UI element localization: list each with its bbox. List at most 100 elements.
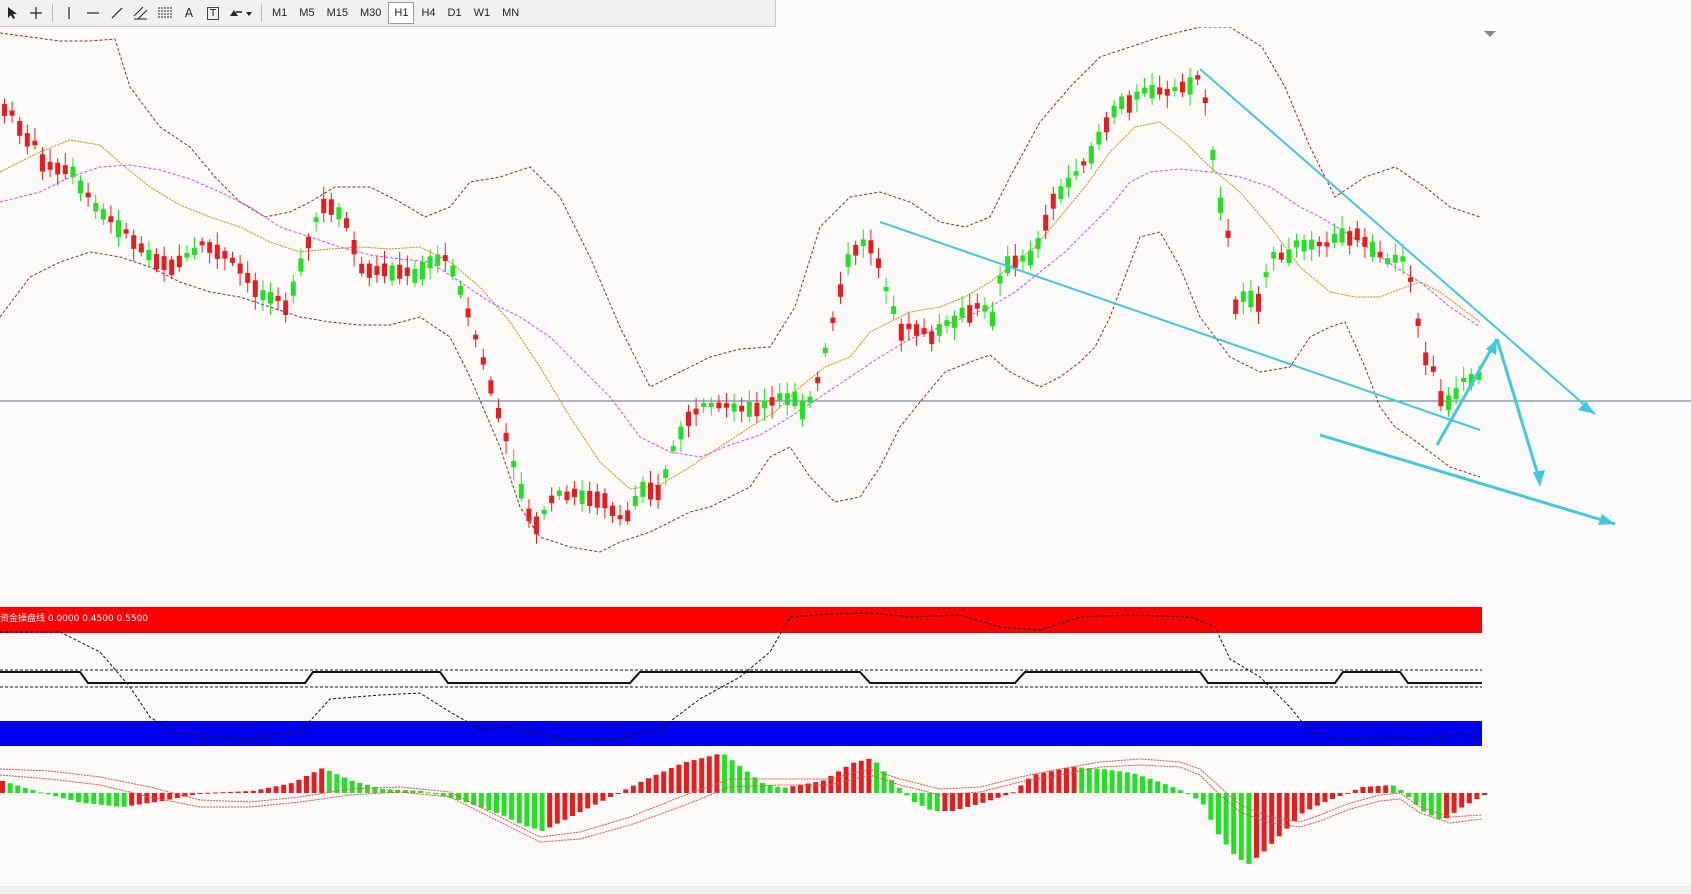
macd-bar (532, 793, 537, 829)
oscillator-red-band (0, 607, 1482, 633)
timeframe-mn[interactable]: MN (502, 7, 520, 19)
candle-body (131, 235, 137, 249)
candle-body (1066, 177, 1071, 188)
macd-bar (1216, 793, 1221, 835)
timeframe-h1[interactable]: H1 (388, 2, 415, 24)
macd-signal-line-b (0, 764, 1483, 843)
candle-body (838, 284, 843, 297)
candle-body (663, 469, 669, 479)
candle-body (1271, 251, 1277, 259)
timeframe-h4[interactable]: H4 (421, 7, 436, 19)
macd-bar (554, 793, 560, 824)
candle-body (724, 403, 729, 408)
macd-bar (1117, 771, 1123, 793)
cursor-arrow-icon[interactable] (1, 2, 23, 24)
fibonacci-retracement-icon[interactable] (154, 2, 176, 24)
candle-body (199, 241, 205, 246)
candle-body (1461, 377, 1467, 383)
macd-bar (661, 771, 667, 793)
moving-average-slow (0, 164, 1481, 458)
candle-body (678, 426, 684, 440)
timeframe-m5[interactable]: M5 (299, 7, 315, 19)
macd-bar (600, 793, 606, 801)
upper-trend-line[interactable] (1199, 68, 1596, 415)
macd-bar (380, 789, 385, 793)
bounce-arrow-line[interactable] (1435, 338, 1499, 446)
crosshair-icon[interactable] (25, 2, 47, 24)
timeframe-d1[interactable]: D1 (447, 7, 462, 19)
macd-bar (1269, 793, 1275, 844)
macd-bar (1033, 774, 1039, 793)
candle-body (906, 323, 912, 330)
timeframe-m1[interactable]: M1 (272, 7, 288, 19)
candle-body (1111, 105, 1117, 118)
macd-bar (501, 793, 507, 816)
trend-line-icon[interactable] (106, 2, 128, 24)
horizontal-line-icon[interactable] (82, 2, 104, 24)
candle-body (336, 207, 342, 220)
timeframe-w1[interactable]: W1 (473, 7, 491, 19)
macd-bar (478, 793, 484, 808)
candle-body (1119, 96, 1125, 110)
candle-body (1225, 230, 1231, 238)
candle-body (518, 484, 524, 499)
equidistant-channel-icon[interactable] (130, 2, 152, 24)
candle-body (290, 281, 296, 296)
macd-bar (539, 793, 545, 831)
macd-bar (577, 793, 583, 813)
macd-bar (273, 786, 279, 793)
candle-body (853, 244, 859, 256)
lower-trend-line[interactable] (1319, 433, 1616, 526)
candle-body (207, 242, 213, 253)
candle-body (435, 254, 441, 266)
macd-bar (1056, 769, 1062, 793)
macd-bar (1299, 793, 1305, 814)
candle-body (883, 286, 889, 292)
macd-bar (68, 793, 74, 801)
candle-body (860, 239, 866, 247)
macd-bar (76, 793, 81, 802)
candle-body (503, 432, 509, 442)
macd-bar (874, 762, 879, 793)
macd-bar (1482, 793, 1487, 795)
candle-body (496, 407, 501, 419)
macd-bar (311, 772, 317, 793)
candle-body (708, 402, 714, 408)
candle-body (632, 495, 638, 507)
candle-body (800, 401, 805, 420)
arrows-shapes-icon[interactable] (226, 2, 256, 24)
macd-bar (1375, 785, 1381, 793)
candle-body (1180, 81, 1185, 93)
bollinger-upper-band (0, 27, 1481, 388)
candle-body (374, 266, 380, 275)
candle-body (511, 460, 517, 468)
macd-bar (509, 793, 515, 820)
candle-body (1408, 277, 1413, 282)
macd-bar (752, 777, 758, 793)
candle-body (176, 255, 182, 268)
arrowhead-bounce (1486, 339, 1497, 355)
trend-line-drawings[interactable] (879, 68, 1616, 526)
candle-body (1430, 366, 1436, 372)
drop-arrow-line[interactable] (1495, 338, 1542, 483)
macd-bar (1444, 793, 1449, 819)
macd-bar (813, 782, 819, 793)
arrowhead-drop (1533, 470, 1545, 487)
macd-bar (1345, 792, 1351, 794)
macd-bar (1124, 772, 1130, 793)
candle-body (260, 290, 266, 301)
vertical-line-icon[interactable] (58, 2, 80, 24)
middle-trend-line[interactable] (879, 221, 1481, 431)
macd-bar (235, 791, 241, 793)
text-label[interactable]: A (184, 6, 194, 20)
macd-bar (304, 776, 309, 793)
timeframe-m15[interactable]: M15 (326, 7, 348, 19)
timeframe-m30[interactable]: M30 (359, 7, 382, 19)
text-box-label[interactable]: T (202, 2, 224, 24)
macd-bar (1041, 772, 1047, 793)
chart-shift-marker[interactable] (1484, 31, 1496, 37)
candle-body (1073, 171, 1079, 176)
macd-bar (1170, 787, 1176, 793)
candle-body (792, 391, 798, 407)
price-chart[interactable] (0, 27, 1691, 894)
